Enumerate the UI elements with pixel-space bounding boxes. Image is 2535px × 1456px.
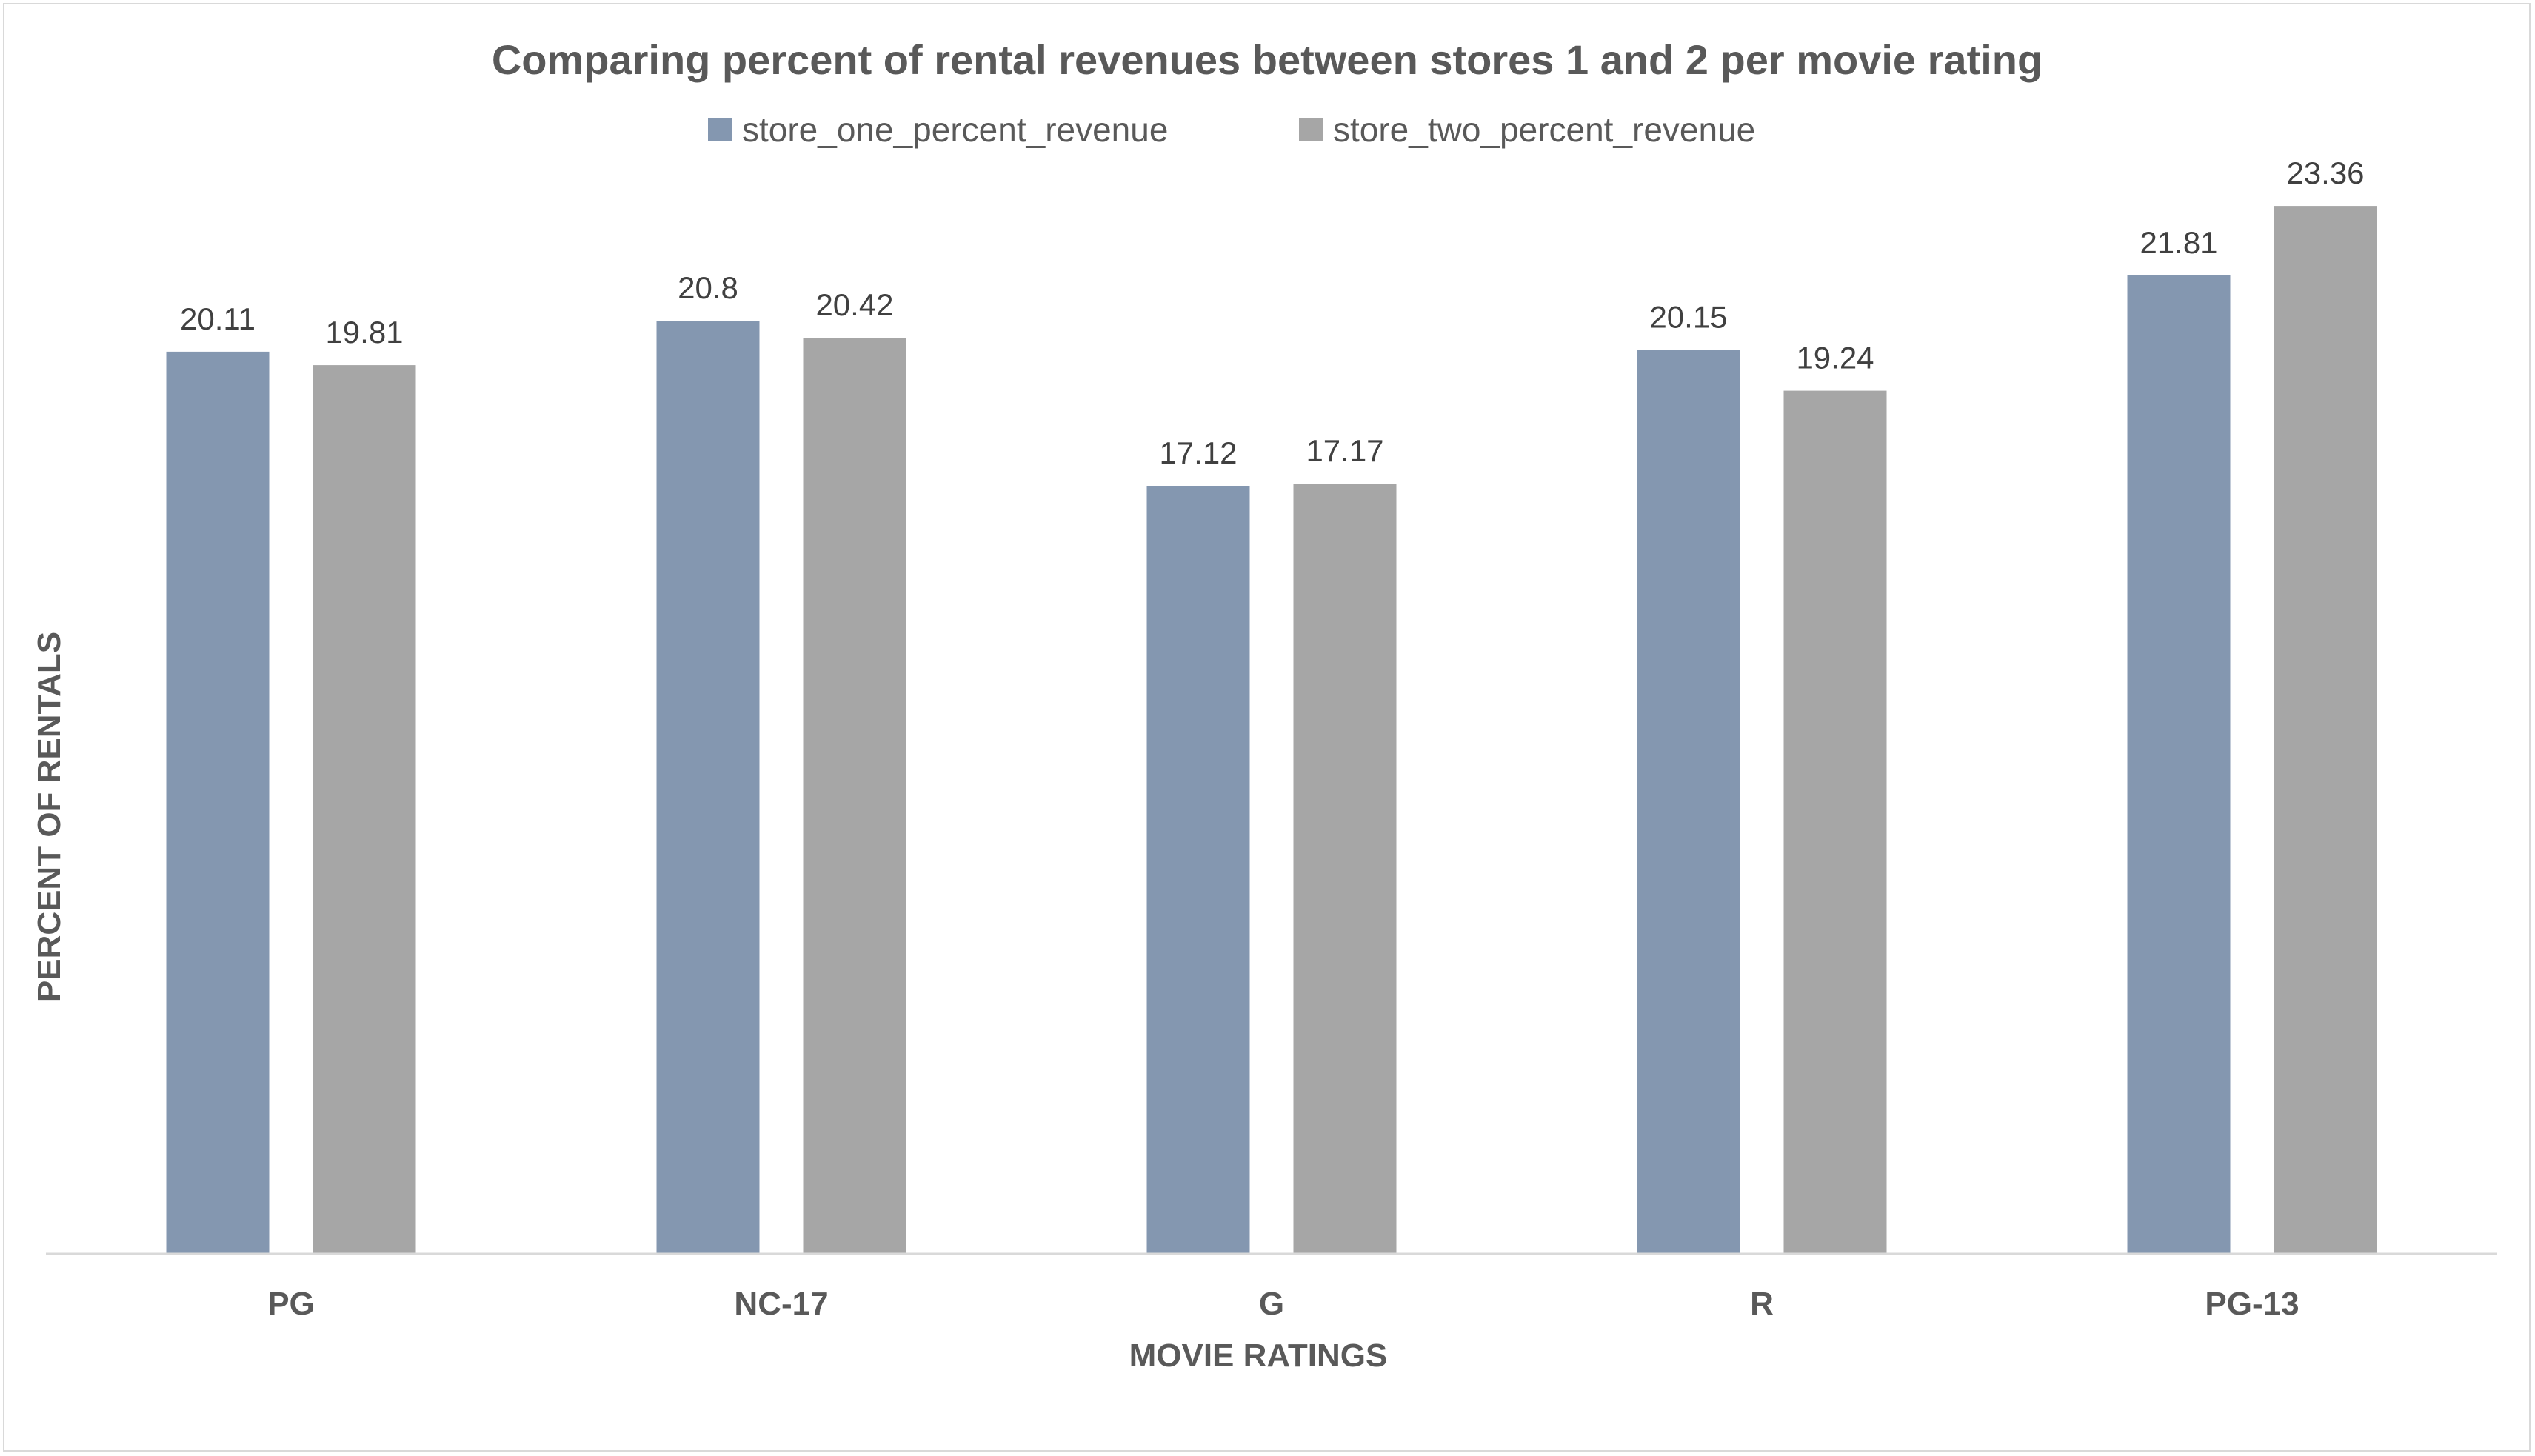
data-label-g-store-one: 17.12: [1159, 435, 1237, 470]
bar-nc-17-store-one: [656, 321, 760, 1255]
chart-title: Comparing percent of rental revenues bet…: [492, 36, 2043, 83]
category-label-g: G: [1259, 1286, 1284, 1322]
data-label-r-store-one: 20.15: [1649, 300, 1727, 335]
data-labels-group: 20.11 19.81 20.8 20.42 17.12 17.17 20.15 19.24 2…: [180, 156, 2365, 470]
bar-nc-17-store-two: [803, 338, 906, 1255]
data-label-nc-17-store-two: 20.42: [815, 287, 893, 322]
bar-pg-13-store-one: [2127, 275, 2231, 1254]
legend: store_one_percent_revenue store_two_perc…: [708, 110, 1755, 149]
legend-label-store-two: store_two_percent_revenue: [1333, 110, 1755, 149]
bar-g-store-one: [1146, 486, 1250, 1254]
chart-frame: [3, 3, 2531, 1452]
bar-pg-13-store-two: [2274, 206, 2377, 1255]
bar-g-store-two: [1293, 484, 1397, 1254]
legend-swatch-store-one: [708, 118, 732, 141]
bars-group: [166, 206, 2377, 1255]
bar-r-store-one: [1637, 350, 1740, 1254]
x-axis-title: MOVIE RATINGS: [1129, 1338, 1388, 1374]
data-label-pg-13-store-one: 21.81: [2140, 225, 2217, 260]
data-label-pg-store-one: 20.11: [180, 301, 255, 336]
data-label-pg-13-store-two: 23.36: [2286, 156, 2364, 190]
data-label-r-store-two: 19.24: [1796, 341, 1874, 375]
category-label-pg-13: PG-13: [2205, 1286, 2299, 1322]
data-label-pg-store-two: 19.81: [325, 315, 403, 350]
bar-r-store-two: [1783, 390, 1887, 1254]
category-label-pg: PG: [267, 1286, 315, 1322]
category-labels-group: PG NC-17 G R PG-13: [267, 1286, 2299, 1322]
data-label-nc-17-store-one: 20.8: [678, 270, 738, 305]
bar-pg-store-two: [313, 365, 416, 1255]
data-label-g-store-two: 17.17: [1306, 433, 1383, 468]
bar-pg-store-one: [166, 351, 270, 1254]
legend-label-store-one: store_one_percent_revenue: [742, 110, 1168, 149]
y-axis-title: PERCENT OF RENTALS: [31, 632, 67, 1002]
category-label-nc-17: NC-17: [734, 1286, 828, 1322]
category-label-r: R: [1750, 1286, 1774, 1322]
legend-swatch-store-two: [1299, 118, 1323, 141]
